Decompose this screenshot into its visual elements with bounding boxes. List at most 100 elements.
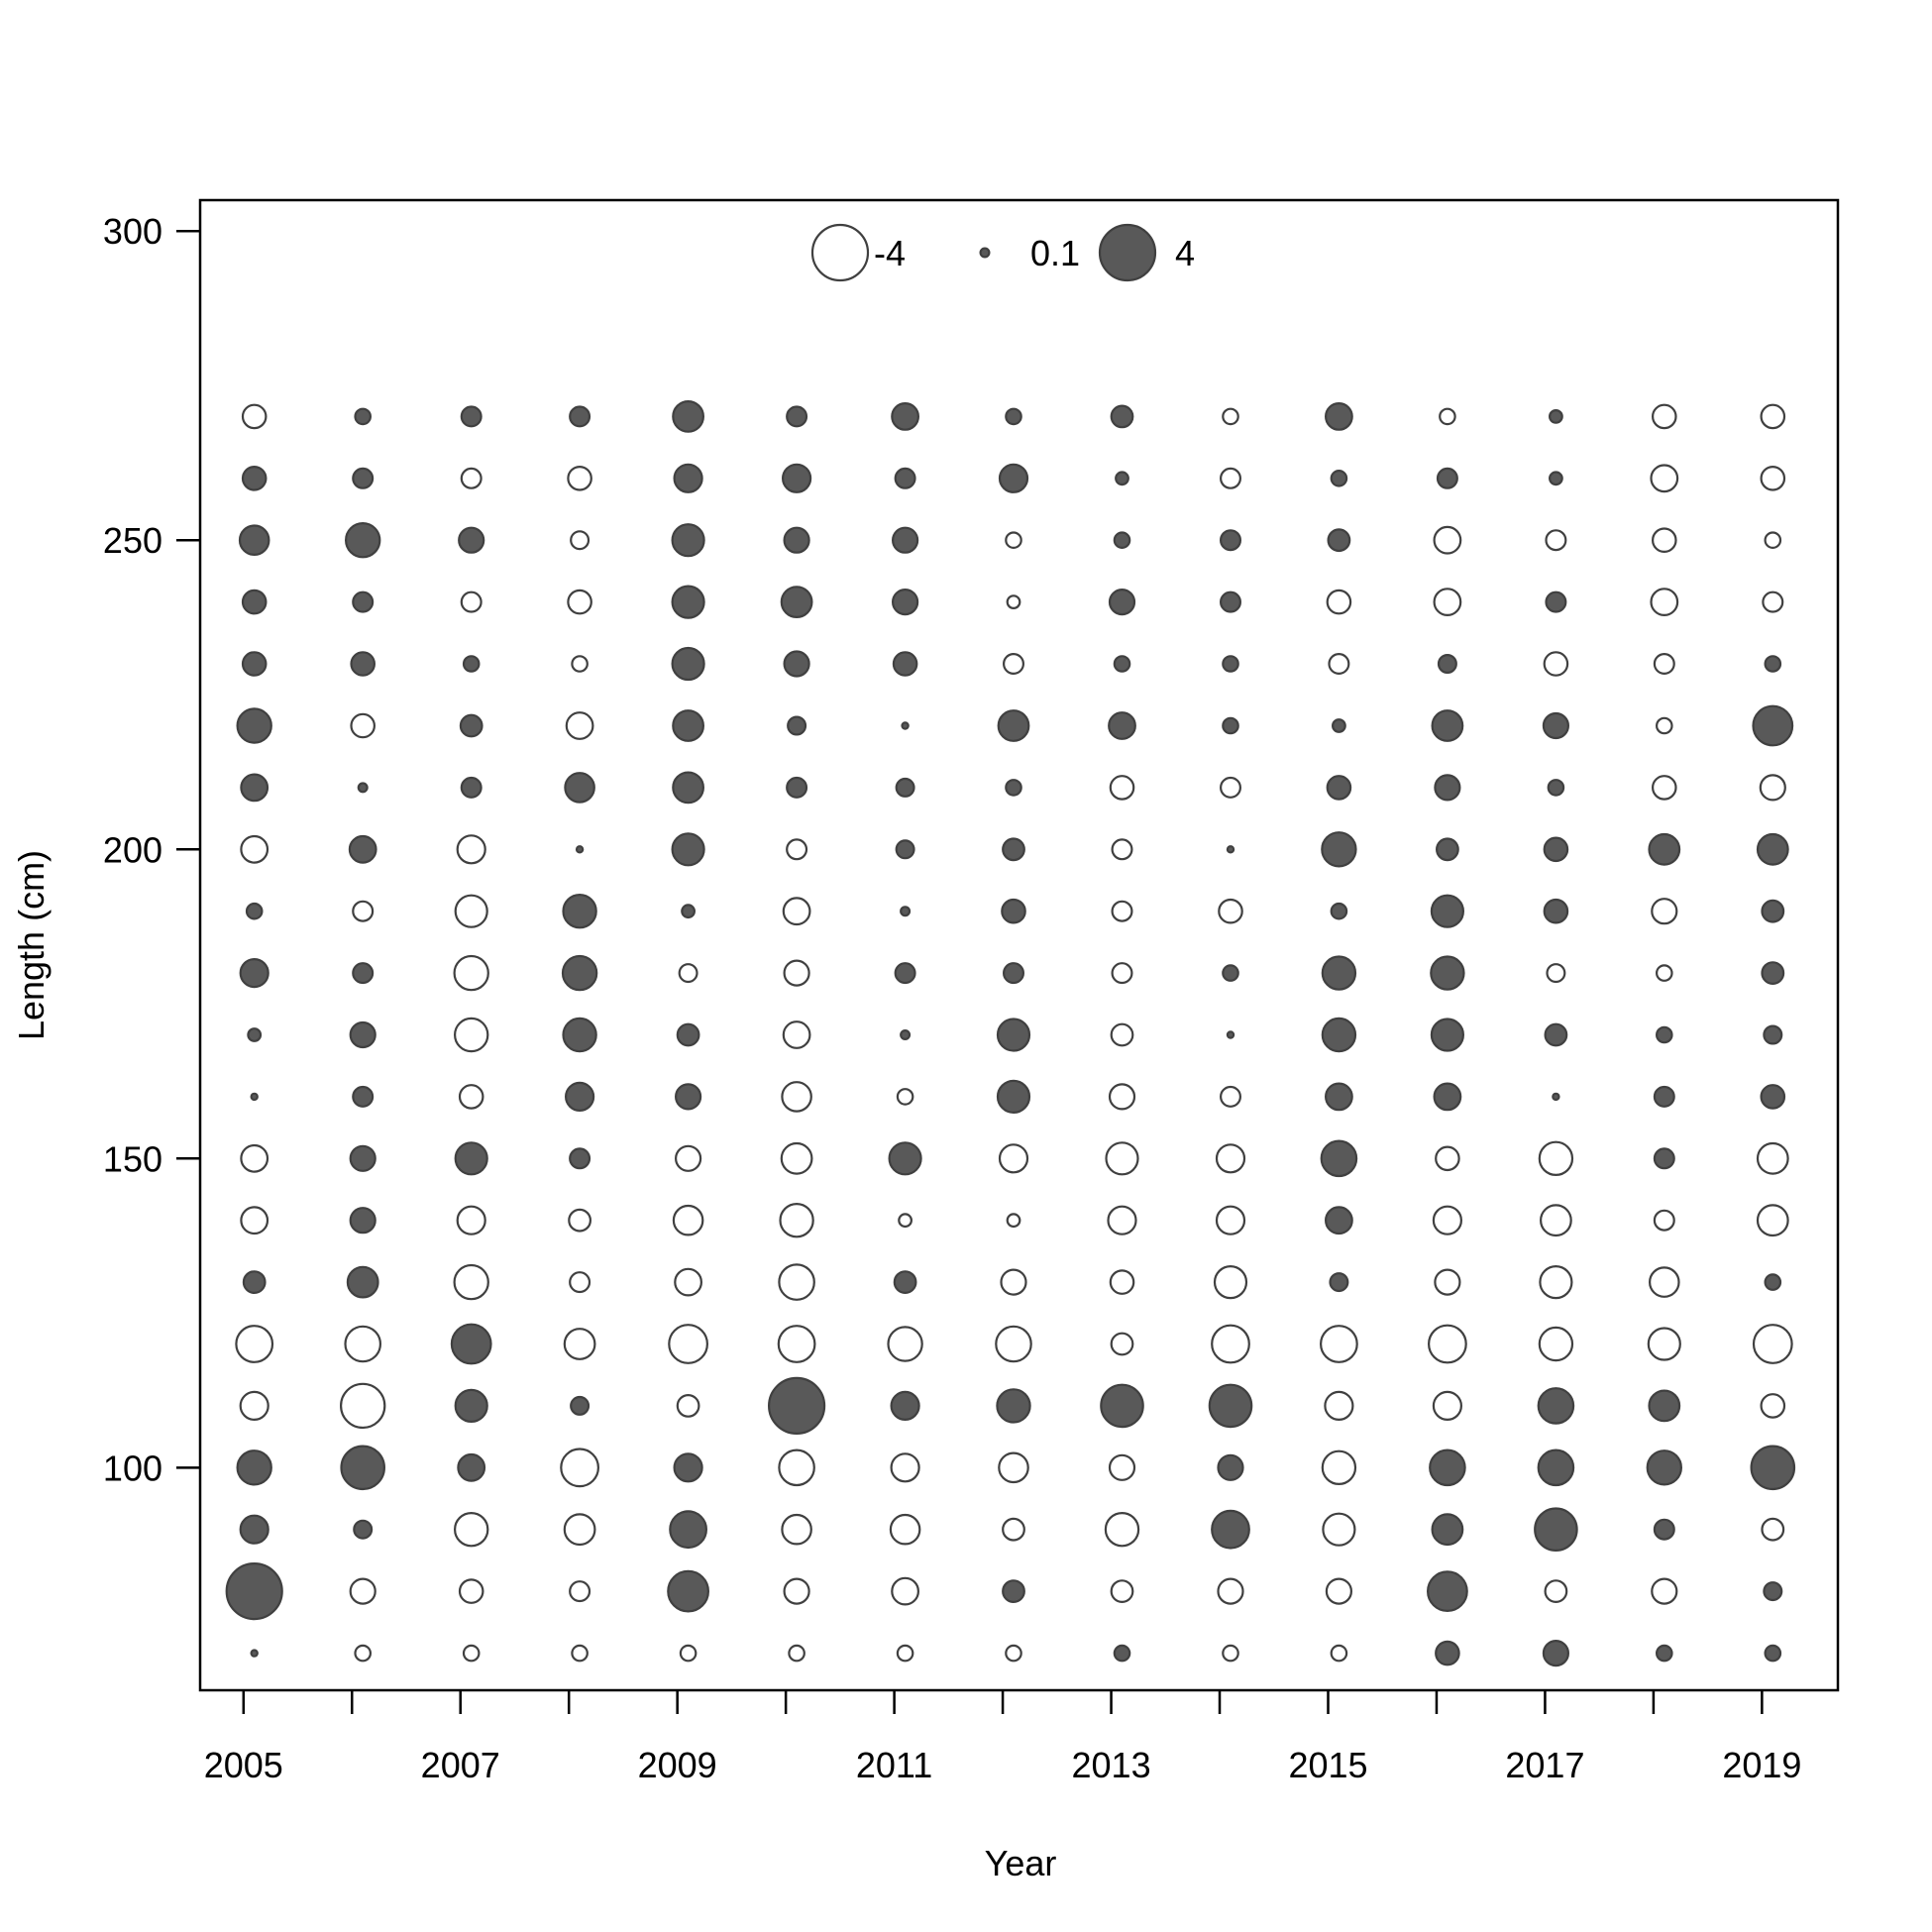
bubble-point [1653, 652, 1675, 675]
bubble-point [1544, 1022, 1568, 1047]
bubble-point [778, 1449, 815, 1487]
legend-label: 4 [1175, 233, 1195, 273]
bubble-point [1427, 1324, 1467, 1364]
bubble-point [894, 962, 916, 985]
bubble-point [1539, 1204, 1572, 1237]
bubble-point [352, 1085, 375, 1108]
bubble-point [1542, 1639, 1570, 1667]
bubble-point [781, 1081, 812, 1113]
bubble-point [782, 897, 811, 926]
bubble-point [1538, 1140, 1574, 1177]
bubble-point [250, 1092, 259, 1102]
bubble-point [1109, 1269, 1135, 1295]
bubble-point [460, 776, 483, 799]
bubble-point [1222, 1644, 1239, 1663]
bubble-point [1002, 1579, 1025, 1603]
bubble-point [1330, 469, 1348, 487]
legend-bubble [810, 223, 870, 282]
bubble-point [1537, 1449, 1575, 1487]
bubble-point [1435, 837, 1459, 862]
bubble-point [1105, 1141, 1139, 1176]
bubble-point [1002, 652, 1024, 675]
bubble-point [458, 526, 485, 554]
bubble-point [671, 646, 705, 682]
bubble-point [1760, 465, 1786, 491]
x-tick-label: 2005 [204, 1745, 283, 1785]
bubble-point [1113, 1644, 1131, 1663]
y-tick-label: 200 [103, 829, 162, 870]
legend-bubble [979, 247, 991, 259]
bubble-point [674, 1267, 702, 1297]
bubble-point [453, 954, 489, 992]
bubble-point [1005, 531, 1022, 549]
bubble-point [767, 1376, 826, 1436]
bubble-point [1001, 898, 1026, 924]
bubble-point [1545, 529, 1567, 552]
bubble-point [888, 1141, 922, 1176]
bubble-point [1005, 779, 1022, 797]
bubble-point [240, 1206, 269, 1235]
bubble-point [1006, 1213, 1021, 1229]
bubble-point [890, 1452, 920, 1483]
bubble-point [786, 838, 808, 861]
bubble-layer [225, 400, 1796, 1667]
bubble-point [1647, 1327, 1681, 1361]
bubble-point [570, 1395, 590, 1416]
bubble-point [1006, 594, 1021, 609]
bubble-point [1222, 716, 1239, 735]
bubble-point [242, 1270, 267, 1294]
bubble-point [352, 962, 375, 985]
bubble-point [672, 400, 704, 433]
bubble-point [454, 1511, 489, 1548]
bubble-point [1548, 471, 1563, 486]
bubble-point [1319, 1325, 1358, 1363]
bubble-point [1764, 531, 1782, 549]
bubble-point [1760, 1393, 1786, 1419]
bubble-point [1002, 1517, 1025, 1542]
bubble-point [1208, 1383, 1253, 1429]
bubble-point [672, 709, 704, 742]
bubble-point [1326, 775, 1352, 801]
bubble-point [1656, 716, 1673, 735]
bubble-point [1539, 1264, 1573, 1300]
bubble-point [1763, 1024, 1783, 1045]
bubble-point [783, 959, 810, 987]
bubble-point [1651, 898, 1678, 925]
bubble-point [1656, 964, 1673, 982]
bubble-point [565, 711, 594, 740]
bubble-point [1545, 590, 1567, 613]
bubble-point [349, 1144, 376, 1172]
bubble-point [1646, 1449, 1683, 1486]
bubble-point [1321, 1449, 1357, 1486]
x-axis-title: Year [985, 1843, 1057, 1883]
bubble-point [561, 954, 598, 992]
bubble-point [1760, 1084, 1786, 1110]
bubble-point [672, 1204, 704, 1236]
bubble-point [678, 963, 698, 984]
bubble-point [779, 1202, 814, 1238]
bubble-point [450, 1323, 492, 1365]
bubble-point [1321, 1017, 1357, 1053]
bubble-point [786, 405, 808, 428]
bubble-point [891, 402, 919, 431]
bubble-point [1543, 898, 1569, 924]
bubble-point [780, 1141, 813, 1175]
bubble-point [454, 1388, 488, 1424]
bubble-point [889, 1513, 921, 1546]
bubble-point [456, 834, 486, 865]
bubble-point [245, 902, 264, 920]
bubble-point [349, 1207, 376, 1234]
bubble-point [783, 526, 810, 554]
bubble-point [354, 407, 372, 426]
bubble-point [1215, 1143, 1246, 1174]
bubble-point [1324, 1082, 1353, 1112]
bubble-point [781, 1513, 812, 1546]
bubble-point [1764, 1273, 1782, 1291]
bubble-point [1652, 775, 1677, 801]
bubble-point [459, 713, 483, 738]
bubble-point [1648, 832, 1681, 866]
bubble-point [777, 1325, 816, 1363]
bubble-point [1760, 403, 1786, 430]
bubble-point [1648, 1389, 1681, 1423]
bubble-point [1322, 1512, 1356, 1547]
